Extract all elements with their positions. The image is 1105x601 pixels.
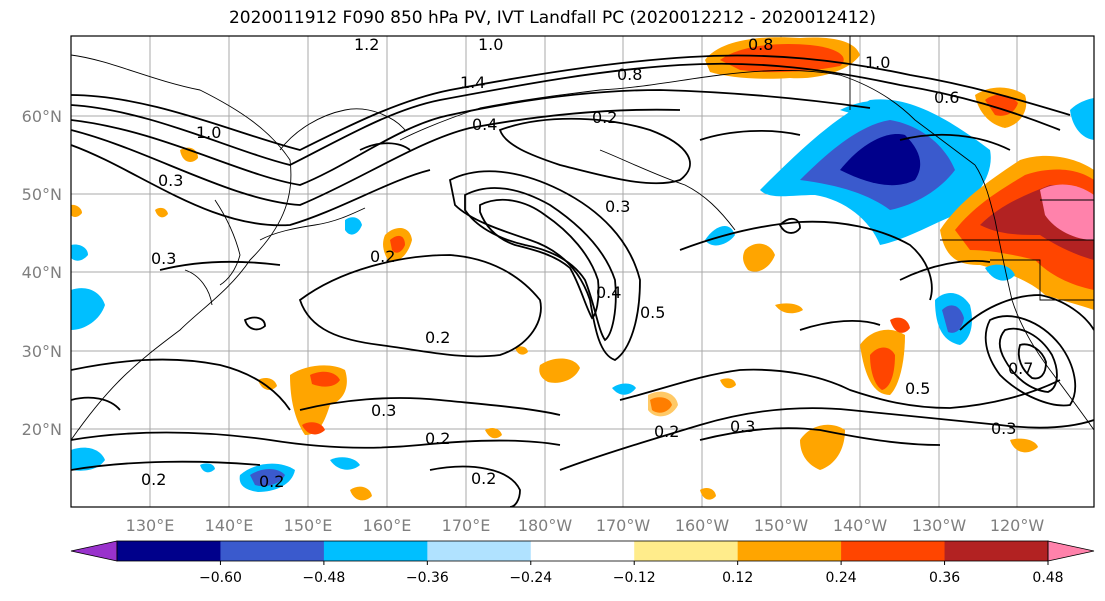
contour-label: 0.3	[991, 419, 1016, 438]
lon-label: 180°W	[518, 516, 573, 535]
colorbar-tick-label: −0.24	[509, 570, 552, 586]
colorbar-extend-low	[70, 540, 118, 562]
contour-labels: 1.2 1.0 1.0 1.0 1.4 0.8 0.4 0.2 0.3 0.3 …	[141, 35, 1033, 491]
negative-region-gulf-deep	[840, 134, 921, 186]
colorbar-segment	[117, 541, 221, 561]
contour-label: 0.4	[472, 115, 497, 134]
colorbar-segment	[737, 541, 842, 561]
map-title: 2020011912 F090 850 hPa PV, IVT Landfall…	[228, 8, 876, 28]
contour-label: 1.0	[865, 53, 890, 72]
lat-label: 60°N	[22, 107, 62, 126]
contour-label: 0.3	[371, 401, 396, 420]
lon-label: 120°W	[990, 516, 1045, 535]
colorbar-extend-high	[1047, 540, 1095, 562]
contour-label: 0.2	[141, 470, 166, 489]
lon-label: 160°W	[675, 516, 730, 535]
contour-label: 0.8	[748, 35, 773, 54]
contour-label: 0.8	[617, 65, 642, 84]
colorbar-tick-label: 0.24	[826, 570, 857, 586]
colorbar-segment	[530, 541, 635, 561]
lon-label: 150°E	[284, 516, 333, 535]
colorbar-ticks: −0.60 −0.48 −0.36 −0.24 −0.12 0.12 0.24 0.36 0.4…	[199, 561, 1064, 586]
contour-label: 0.5	[905, 379, 930, 398]
contour-label: 0.2	[425, 328, 450, 347]
pv-contours	[71, 54, 1094, 507]
lon-label: 140°W	[833, 516, 888, 535]
colorbar-segment	[841, 541, 946, 561]
colorbar-segment	[427, 541, 532, 561]
contour-label: 0.2	[259, 472, 284, 491]
contour-label: 0.5	[640, 303, 665, 322]
contour-label: 1.2	[354, 35, 379, 54]
contour-label: 0.3	[730, 417, 755, 436]
colorbar-tick-label: −0.48	[302, 570, 345, 586]
contour-label: 0.7	[1008, 359, 1033, 378]
colorbar-border	[116, 540, 1049, 562]
lon-label: 130°W	[912, 516, 967, 535]
lat-label: 30°N	[22, 342, 62, 361]
contour-label: 0.2	[425, 429, 450, 448]
colorbar-tick-label: 0.12	[722, 570, 753, 586]
contour-label: 1.4	[460, 73, 485, 92]
contour-label: 0.2	[592, 108, 617, 127]
colorbar-tick-label: −0.12	[613, 570, 656, 586]
colorbar-segment	[220, 541, 325, 561]
map-border	[70, 35, 1095, 508]
lon-label: 150°W	[754, 516, 809, 535]
coastlines	[71, 36, 1094, 441]
lon-label: 170°E	[442, 516, 491, 535]
colorbar-segment	[944, 541, 1049, 561]
longitude-labels: 130°E 140°E 150°E 160°E 170°E 180°W 170°…	[126, 516, 1045, 535]
lon-label: 170°W	[596, 516, 651, 535]
lon-label: 140°E	[205, 516, 254, 535]
lat-label: 20°N	[22, 420, 62, 439]
contour-label: 0.2	[471, 469, 496, 488]
contour-label: 0.3	[605, 197, 630, 216]
colorbar-tick-label: −0.60	[199, 570, 242, 586]
contour-label: 0.2	[370, 247, 395, 266]
lon-label: 160°E	[363, 516, 412, 535]
contour-label: 0.3	[158, 171, 183, 190]
contour-label: 0.3	[151, 249, 176, 268]
colorbar-segment	[634, 541, 739, 561]
colorbar-tick-label: −0.36	[406, 570, 449, 586]
contour-label: 0.4	[596, 283, 621, 302]
colorbar-tick-label: 0.36	[929, 570, 960, 586]
colorbar-tick-label: 0.48	[1032, 570, 1063, 586]
lon-label: 130°E	[126, 516, 175, 535]
contour-label: 1.0	[196, 123, 221, 142]
contour-label: 1.0	[478, 35, 503, 54]
colorbar-segment	[323, 541, 428, 561]
lat-label: 40°N	[22, 263, 62, 282]
lat-label: 50°N	[22, 185, 62, 204]
contour-label: 0.2	[654, 422, 679, 441]
contour-label: 0.6	[934, 88, 959, 107]
latitude-labels: 60°N 50°N 40°N 30°N 20°N	[22, 107, 62, 439]
colorbar	[70, 540, 1095, 562]
